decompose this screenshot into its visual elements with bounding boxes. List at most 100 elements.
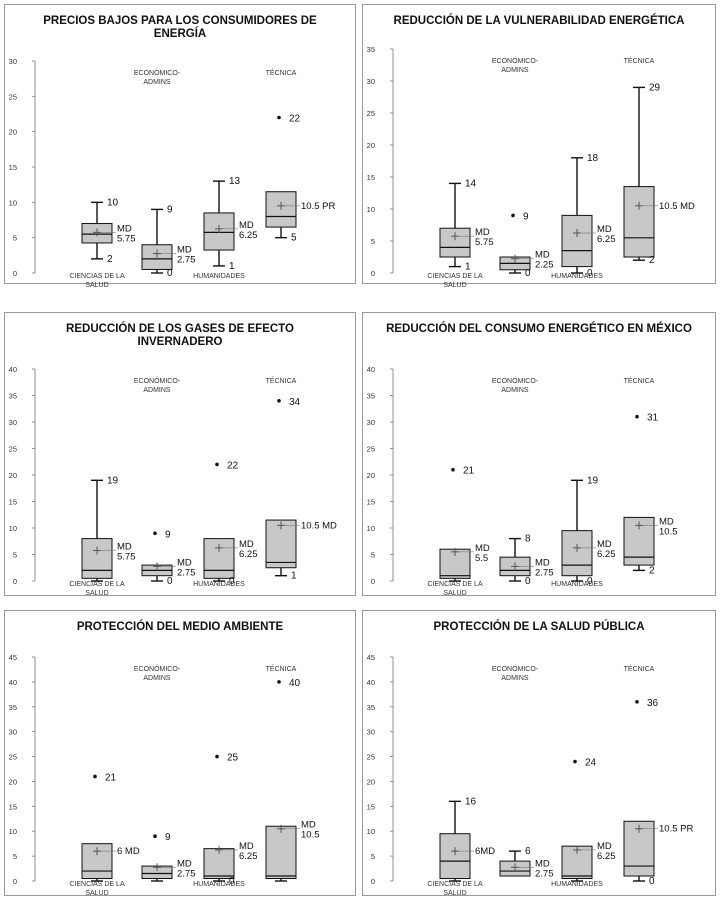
y-tick-label: 25 <box>367 753 375 762</box>
chart-panel-consumo: REDUCCIÓN DEL CONSUMO ENERGÉTICO EN MÉXI… <box>362 312 716 597</box>
mean-label: MD <box>597 539 612 550</box>
y-tick-label: 35 <box>367 45 375 54</box>
min-label: 0 <box>525 576 531 587</box>
boxplot-chart: 0 5 10 15 20 25 30 35 40 45 CIENCIAS DE LA SALUD ECO… <box>367 653 694 897</box>
mean-label: 10.5 PR <box>659 824 693 835</box>
group-label: HUMANIDADES <box>193 273 245 280</box>
outlier-label: 21 <box>463 466 475 477</box>
max-label: 14 <box>465 178 477 189</box>
y-tick-label: 0 <box>13 577 17 586</box>
y-tick-label: 45 <box>367 653 375 662</box>
mean-value-label: 6.25 <box>597 851 616 862</box>
group-label: HUMANIDADES <box>193 881 245 888</box>
y-tick-label: 15 <box>367 498 375 507</box>
mean-value-label: 2.75 <box>177 868 196 879</box>
mean-label: MD <box>239 841 254 852</box>
mean-value-label: 5.75 <box>475 237 494 248</box>
mean-label: MD <box>239 539 254 550</box>
chart-panel-medio-ambiente: PROTECCIÓN DEL MEDIO AMBIENTE 0 5 10 15 20 25… <box>4 610 356 897</box>
group-label: ADMINS <box>501 675 529 682</box>
y-tick-label: 10 <box>9 827 17 836</box>
outlier-label: 40 <box>289 678 301 689</box>
mean-label: MD <box>597 224 612 235</box>
y-tick-label: 20 <box>367 141 375 150</box>
chart-title: PROTECCIÓN DEL MEDIO AMBIENTE <box>76 621 284 633</box>
max-label: 6 <box>525 846 531 857</box>
group-label: ADMINS <box>143 79 171 86</box>
outlier-point <box>277 680 281 684</box>
outlier-label: 25 <box>227 753 239 764</box>
y-tick-label: 0 <box>13 877 17 886</box>
y-tick-label: 40 <box>9 365 17 374</box>
outlier-point <box>277 115 281 120</box>
outlier-label: 36 <box>647 698 659 709</box>
mean-label: MD <box>535 557 550 568</box>
y-tick-label: 15 <box>367 173 375 182</box>
min-label: 0 <box>649 876 655 887</box>
outlier-point <box>451 467 455 472</box>
y-tick-label: 15 <box>9 163 17 172</box>
y-tick-label: 20 <box>9 128 17 137</box>
mean-label: 10.5 PR <box>301 201 335 212</box>
group-label: CIENCIAS DE LA <box>427 273 483 280</box>
y-tick-label: 5 <box>13 852 17 861</box>
y-tick-label: 30 <box>367 728 375 737</box>
mean-label: 10.5 MD <box>659 201 695 212</box>
outlier-point <box>635 700 639 704</box>
y-tick-label: 0 <box>13 269 17 278</box>
outlier-point <box>277 399 281 403</box>
outlier-point <box>93 774 97 779</box>
group-label: TÉCNICA <box>266 376 297 385</box>
mean-value-label: 6.25 <box>597 549 616 560</box>
chart-panel-gases: REDUCCIÓN DE LOS GASES DE EFECTO INVERNA… <box>4 312 356 597</box>
boxplot-chart: 0 5 10 15 20 25 30 35 40 45 CIENCIAS DE LA SALUD ECO… <box>9 653 320 897</box>
y-tick-label: 25 <box>367 109 375 118</box>
group-label: ADMINS <box>501 67 529 74</box>
outlier-label: 34 <box>289 397 301 408</box>
group-label: SALUD <box>443 590 466 597</box>
y-tick-label: 30 <box>9 57 17 66</box>
group-label: ADMINS <box>143 387 171 394</box>
outlier-label: 9 <box>165 529 171 540</box>
mean-value-label: 5.5 <box>475 553 488 564</box>
y-tick-label: 40 <box>367 678 375 687</box>
y-tick-label: 25 <box>9 445 17 454</box>
box <box>439 833 471 880</box>
group-label: ADMINS <box>501 387 529 394</box>
y-tick-label: 20 <box>367 471 375 480</box>
max-label: 18 <box>587 153 599 164</box>
outlier-label: 24 <box>585 758 597 769</box>
mean-label: 10.5 MD <box>301 520 337 531</box>
mean-value-label: 2.75 <box>177 255 196 266</box>
max-label: 10 <box>107 197 119 208</box>
min-label: 0 <box>229 576 235 587</box>
group-label: TÉCNICA <box>624 376 655 385</box>
mean-label: MD <box>177 557 192 568</box>
group-label: CIENCIAS DE LA <box>69 881 125 888</box>
y-tick-label: 5 <box>371 237 375 246</box>
group-label: TÉCNICA <box>624 56 655 65</box>
mean-value-label: 6.25 <box>239 549 258 560</box>
outlier-label: 31 <box>647 413 659 424</box>
mean-label: MD <box>475 543 490 554</box>
box <box>265 825 297 880</box>
outlier-point <box>511 213 515 218</box>
group-label: ECONÓMICO- <box>492 56 539 65</box>
min-label: 0 <box>167 576 173 587</box>
outlier-point <box>635 414 639 419</box>
mean-label: 6 MD <box>117 846 140 857</box>
y-tick-label: 35 <box>9 703 17 712</box>
y-tick-label: 20 <box>367 777 375 786</box>
box <box>439 227 471 258</box>
group-label: SALUD <box>85 890 108 897</box>
y-tick-label: 35 <box>367 703 375 712</box>
group-label: ECONÓMICO- <box>134 664 181 673</box>
group-label: CIENCIAS DE LA <box>427 881 483 888</box>
outlier-point <box>215 462 219 467</box>
max-label: 9 <box>167 204 173 215</box>
mean-value-label: 2.75 <box>535 868 554 879</box>
group-label: CIENCIAS DE LA <box>427 581 483 588</box>
chart-panel-precios-bajos: PRECIOS BAJOS PARA LOS CONSUMIDORES DE E… <box>4 4 356 289</box>
